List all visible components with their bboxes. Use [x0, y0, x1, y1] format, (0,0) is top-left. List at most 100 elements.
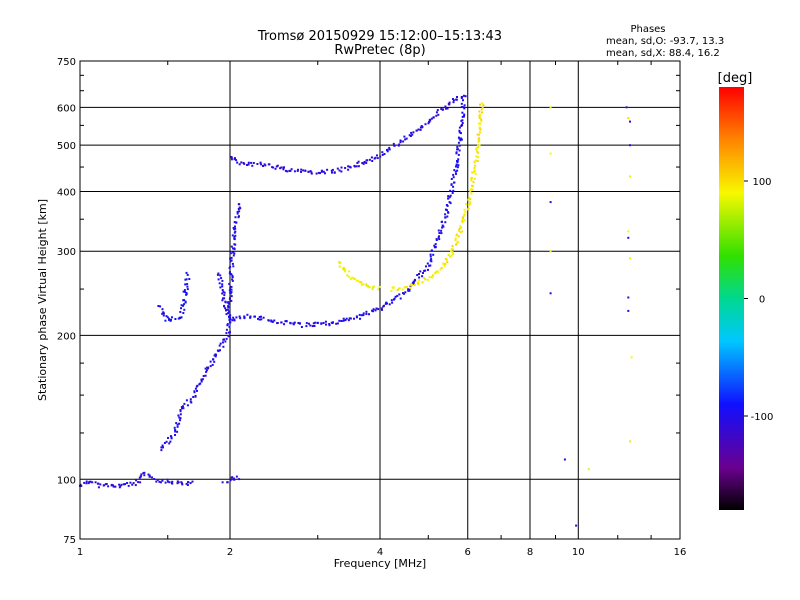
echo-point	[376, 154, 378, 157]
echo-point	[182, 290, 185, 293]
echo-point	[137, 481, 140, 484]
echo-point	[627, 309, 630, 312]
echo-point	[460, 226, 463, 229]
echo-point	[336, 322, 339, 325]
echo-point	[184, 290, 187, 293]
echo-point	[440, 267, 443, 270]
echo-point	[346, 274, 349, 277]
echo-point	[479, 128, 482, 131]
echo-point	[202, 375, 205, 377]
echo-point	[459, 231, 462, 234]
echo-point	[345, 317, 348, 320]
echo-point	[231, 234, 234, 237]
echo-point	[459, 225, 462, 228]
echo-point	[470, 176, 473, 179]
y-tick-label: 750	[57, 57, 76, 68]
echo-point	[224, 300, 227, 303]
echo-point	[168, 317, 171, 320]
echo-point	[238, 478, 241, 481]
echo-point	[199, 382, 202, 385]
echo-point	[348, 317, 351, 320]
echo-point	[348, 270, 351, 273]
echo-point	[447, 102, 450, 105]
echo-point	[249, 316, 252, 319]
x-tick-label: 6	[465, 547, 471, 558]
echo-point	[478, 136, 481, 139]
echo-point	[174, 434, 176, 436]
echo-point	[196, 384, 199, 387]
echo-point	[430, 258, 433, 261]
echo-point	[222, 290, 225, 293]
echo-point	[357, 279, 359, 282]
echo-point	[549, 201, 552, 204]
echo-point	[447, 254, 450, 256]
echo-point	[181, 483, 184, 486]
echo-point	[365, 310, 368, 313]
echo-point	[283, 323, 285, 326]
echo-point	[444, 216, 447, 219]
echo-point	[193, 390, 196, 393]
echo-point	[314, 321, 317, 324]
echo-point	[390, 290, 393, 292]
echo-point	[469, 190, 472, 193]
echo-point	[233, 478, 236, 481]
echo-point	[231, 274, 234, 277]
echo-point	[312, 322, 315, 325]
echo-point	[139, 475, 142, 478]
echo-point	[171, 480, 174, 483]
echo-point	[251, 164, 254, 167]
echo-point	[274, 167, 277, 170]
echo-point	[259, 162, 262, 165]
echo-point	[412, 131, 415, 134]
echo-point	[228, 325, 231, 328]
echo-point	[185, 278, 188, 281]
echo-point	[365, 283, 368, 286]
echo-point	[179, 410, 182, 413]
echo-point	[629, 440, 631, 443]
echo-point	[262, 165, 264, 167]
echo-point	[451, 192, 454, 194]
echo-point	[437, 229, 440, 232]
echo-point	[363, 161, 366, 163]
echo-point	[270, 320, 273, 323]
echo-point	[168, 318, 170, 321]
echo-point	[174, 429, 177, 431]
echo-point	[447, 195, 450, 198]
echo-point	[477, 151, 479, 154]
echo-point	[184, 283, 187, 286]
echo-point	[161, 308, 164, 311]
echo-point	[428, 264, 431, 267]
echo-point	[114, 485, 117, 488]
echo-point	[372, 285, 375, 288]
colorbar-ticks: 100 0 -100	[744, 177, 773, 423]
echo-point	[476, 150, 479, 153]
echo-point	[429, 253, 432, 256]
echo-point	[478, 115, 481, 118]
echo-point	[442, 108, 445, 111]
echo-point	[360, 283, 363, 286]
echo-point	[342, 317, 345, 320]
echo-point	[316, 321, 319, 324]
echo-point	[408, 134, 411, 137]
echo-point	[404, 138, 407, 141]
echo-point	[230, 273, 233, 276]
echo-point	[338, 265, 341, 268]
echo-point	[228, 267, 231, 270]
echo-point	[215, 353, 217, 356]
echo-point	[229, 271, 231, 274]
echo-point	[451, 251, 454, 253]
echo-point	[457, 136, 460, 139]
echo-point	[456, 160, 458, 162]
echo-point	[476, 133, 479, 136]
echo-point	[471, 188, 474, 191]
colorbar-label: [deg]	[718, 71, 753, 86]
echo-point	[393, 144, 396, 147]
echo-point	[233, 252, 236, 255]
echo-point	[331, 171, 333, 174]
echo-point	[411, 282, 414, 284]
echo-point	[403, 135, 406, 138]
echo-point	[463, 113, 466, 116]
echo-point	[469, 200, 472, 203]
x-tick-labels: 1 2 4 6 8 10 16	[77, 547, 687, 558]
echo-point	[417, 283, 420, 286]
